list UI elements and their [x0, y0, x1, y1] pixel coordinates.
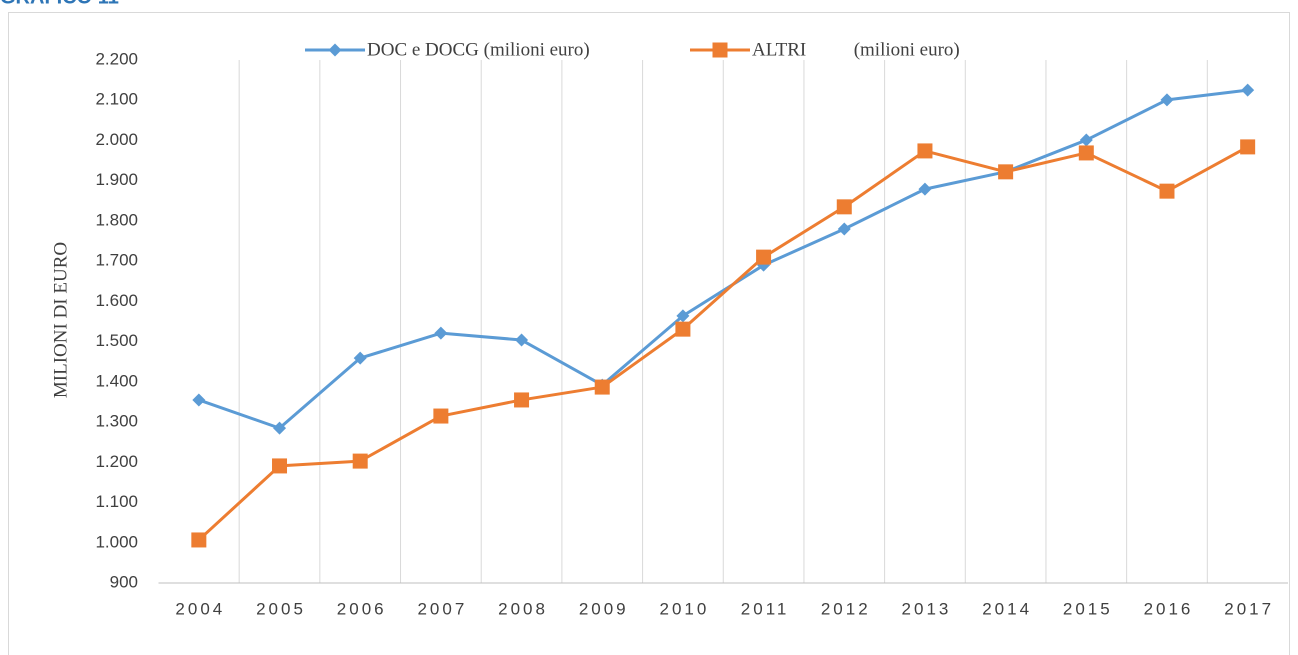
marker [998, 164, 1014, 180]
marker [514, 392, 530, 408]
x-tick-label: 2010 [659, 599, 709, 618]
marker [352, 453, 368, 469]
x-tick-label: 2012 [821, 599, 871, 618]
marker [1240, 139, 1256, 155]
marker [594, 379, 610, 395]
x-tick-label: 2017 [1224, 599, 1274, 618]
marker [676, 309, 690, 323]
marker [756, 249, 772, 265]
y-tick-label: 2.000 [95, 130, 138, 149]
x-tick-label: 2005 [256, 599, 306, 618]
marker [273, 421, 287, 435]
marker [433, 408, 449, 424]
y-tick-label: 1.600 [95, 291, 138, 310]
chart-frame [8, 12, 1290, 655]
y-tick-label: 1.400 [95, 371, 138, 390]
x-tick-label: 2006 [337, 599, 387, 618]
y-tick-label: 1.800 [95, 210, 138, 229]
x-tick-label: 2016 [1144, 599, 1194, 618]
x-tick-label: 2013 [902, 599, 952, 618]
y-tick-label: 1.500 [95, 331, 138, 350]
marker [712, 42, 728, 58]
heading: GRAFICO 11 [0, 0, 119, 8]
x-tick-label: 2014 [982, 599, 1032, 618]
marker [1241, 83, 1255, 97]
x-tick-label: 2011 [741, 599, 790, 618]
marker [1160, 93, 1174, 107]
y-tick-label: 2.100 [95, 90, 138, 109]
x-tick-label: 2008 [498, 599, 548, 618]
marker [675, 321, 691, 337]
x-tick-label: 2007 [417, 599, 467, 618]
marker [515, 333, 529, 347]
x-tick-label: 2009 [579, 599, 629, 618]
marker [328, 43, 342, 57]
marker [836, 199, 852, 215]
marker [918, 182, 932, 196]
y-tick-label: 1.700 [95, 251, 138, 270]
marker [917, 143, 933, 159]
marker [1159, 183, 1175, 199]
marker [192, 393, 206, 407]
marker [1079, 133, 1093, 147]
x-tick-label: 2015 [1063, 599, 1113, 618]
y-tick-label: 900 [110, 572, 138, 591]
y-tick-label: 1.900 [95, 170, 138, 189]
x-tick-label: 2004 [175, 599, 225, 618]
marker [272, 458, 288, 474]
y-tick-label: 1.100 [95, 492, 138, 511]
y-tick-label: 2.200 [95, 49, 138, 68]
marker [434, 326, 448, 340]
y-tick-label: 1.200 [95, 452, 138, 471]
y-axis-label: MILIONI DI EURO [50, 242, 71, 398]
legend-label: DOC e DOCG (milioni euro) [367, 39, 590, 60]
marker [353, 351, 367, 365]
marker [1078, 145, 1094, 161]
y-tick-label: 1.000 [95, 532, 138, 551]
y-tick-label: 1.300 [95, 412, 138, 431]
legend-label: ALTRI (milioni euro) [752, 39, 960, 60]
marker [837, 222, 851, 236]
series-line [198, 88, 1248, 430]
series-line [197, 145, 1249, 542]
marker [191, 532, 207, 548]
